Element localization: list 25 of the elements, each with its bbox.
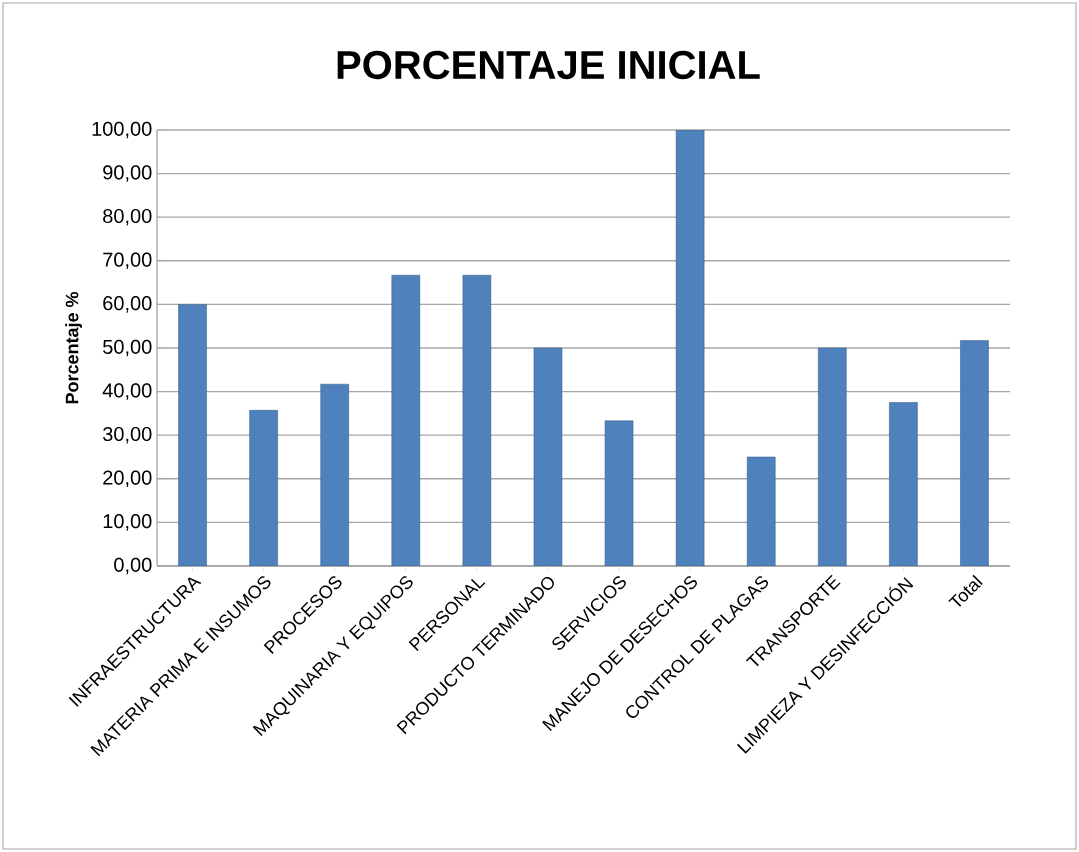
- y-tick-label: 10,00: [103, 514, 152, 531]
- bar: [533, 347, 563, 566]
- bar: [604, 420, 634, 566]
- y-tick-label: 70,00: [103, 252, 152, 270]
- y-tick-label: 20,00: [103, 470, 152, 488]
- bar: [178, 304, 207, 566]
- bar: [249, 410, 278, 566]
- y-tick-label: 90,00: [103, 165, 152, 182]
- y-tick-label: 80,00: [103, 208, 152, 226]
- y-tick-label: 40,00: [102, 383, 152, 400]
- chart-title: PORCENTAJE INICIAL: [337, 50, 760, 80]
- bar: [320, 383, 349, 566]
- bar: [818, 347, 847, 566]
- y-axis-title: Porcentaje %: [65, 291, 82, 404]
- bar: [462, 274, 492, 566]
- y-tick-label: 100,00: [92, 121, 152, 139]
- bar: [960, 340, 989, 566]
- bar: [889, 402, 918, 566]
- y-tick-label: 50,00: [103, 339, 152, 357]
- bar: [391, 274, 421, 566]
- y-tick-label: 30,00: [103, 426, 152, 444]
- y-tick-label: 60,00: [103, 296, 152, 313]
- bar: [746, 456, 776, 566]
- bar: [675, 129, 705, 566]
- y-tick-label: 0,00: [114, 557, 152, 575]
